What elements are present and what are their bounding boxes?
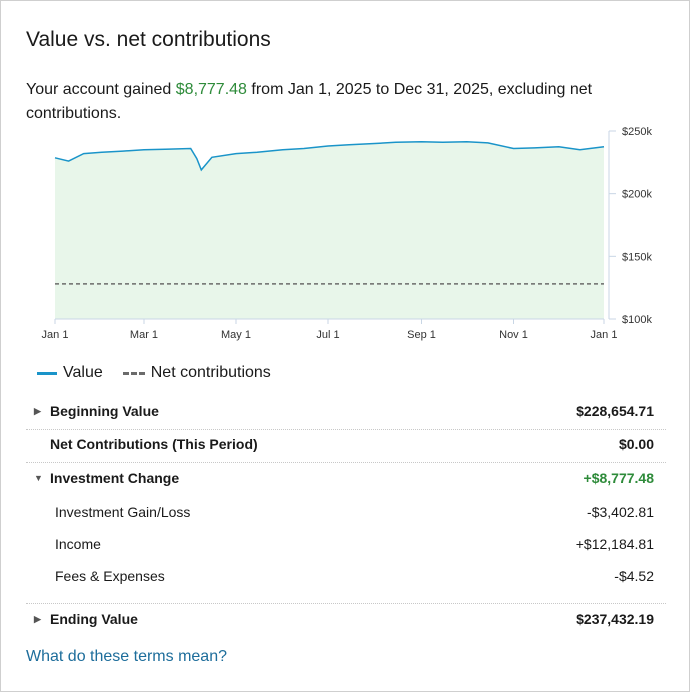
- beginning-value-label: Beginning Value: [50, 403, 159, 419]
- net-contributions-value: $0.00: [618, 436, 654, 452]
- net-contributions-label: Net Contributions (This Period): [50, 436, 258, 452]
- collapse-caret-icon[interactable]: ▼: [34, 473, 43, 483]
- x-tick-label: Mar 1: [130, 329, 158, 341]
- y-tick-label: $150k: [622, 251, 652, 263]
- x-tick-label: Jan 1: [591, 329, 618, 341]
- legend-contributions-label: Net contributions: [150, 364, 271, 381]
- y-tick-label: $200k: [622, 189, 652, 201]
- ending-value: $237,432.19: [576, 611, 654, 627]
- summary-gain: $8,777.48: [175, 81, 247, 98]
- gain-loss-value: -$3,402.81: [587, 504, 654, 520]
- value-line: [54, 140, 605, 172]
- ending-value-row[interactable]: ▶ Ending Value $237,432.19: [26, 611, 666, 627]
- investment-change-label: Investment Change: [50, 470, 180, 486]
- y-tick-label: $250k: [622, 126, 652, 138]
- fees-row: Fees & Expenses -$4.52: [26, 568, 666, 584]
- terms-help-link[interactable]: What do these terms mean?: [26, 648, 227, 665]
- beginning-value-row[interactable]: ▶ Beginning Value $228,654.71: [26, 403, 666, 419]
- income-label: Income: [55, 536, 101, 552]
- x-tick-label: Nov 1: [499, 329, 528, 341]
- ending-value-label: Ending Value: [50, 611, 138, 627]
- x-tick-label: Sep 1: [407, 329, 436, 341]
- legend-value[interactable]: Value: [37, 364, 103, 382]
- fees-label: Fees & Expenses: [55, 568, 165, 584]
- x-tick-label: May 1: [221, 329, 251, 341]
- expand-caret-icon[interactable]: ▶: [34, 405, 41, 416]
- legend-contributions[interactable]: Net contributions: [122, 364, 271, 382]
- row-divider: [26, 429, 666, 430]
- value-chart: Jan 1 Mar 1 May 1 Jul 1 Sep 1 Nov 1 Jan 1 $100k…: [1, 121, 690, 351]
- summary-suffix: from Jan 1, 2025 to Dec 31, 2025, exclud…: [26, 81, 593, 122]
- row-divider: [26, 603, 666, 604]
- row-divider: [26, 462, 666, 463]
- x-tick-label: Jul 1: [316, 329, 339, 341]
- gain-loss-label: Investment Gain/Loss: [55, 504, 191, 520]
- y-tick-label: $100k: [622, 314, 652, 326]
- summary-prefix: Your account gained: [26, 81, 172, 98]
- value-area: [55, 141, 604, 319]
- value-chart-svg: Jan 1 Mar 1 May 1 Jul 1 Sep 1 Nov 1 Jan 1 $100k…: [42, 126, 653, 341]
- summary-text: Your account gained $8,777.48 from Jan 1…: [26, 78, 656, 126]
- investment-change-row[interactable]: ▼ Investment Change +$8,777.48: [26, 470, 666, 486]
- x-tick-label: Jan 1: [42, 329, 69, 341]
- fees-value: -$4.52: [614, 568, 654, 584]
- investment-change-value: +$8,777.48: [583, 470, 654, 486]
- income-row: Income +$12,184.81: [26, 536, 666, 552]
- legend-value-label: Value: [63, 364, 103, 381]
- expand-caret-icon[interactable]: ▶: [34, 613, 41, 624]
- income-value: +$12,184.81: [575, 536, 654, 552]
- gain-loss-row: Investment Gain/Loss -$3,402.81: [26, 504, 666, 520]
- beginning-value: $228,654.71: [576, 403, 654, 419]
- chart-legend: Value Net contributions: [37, 364, 291, 382]
- net-contributions-row: Net Contributions (This Period) $0.00: [26, 436, 666, 452]
- card-title: Value vs. net contributions: [26, 28, 271, 51]
- legend-contributions-swatch: [122, 371, 145, 375]
- legend-value-swatch: [37, 371, 57, 375]
